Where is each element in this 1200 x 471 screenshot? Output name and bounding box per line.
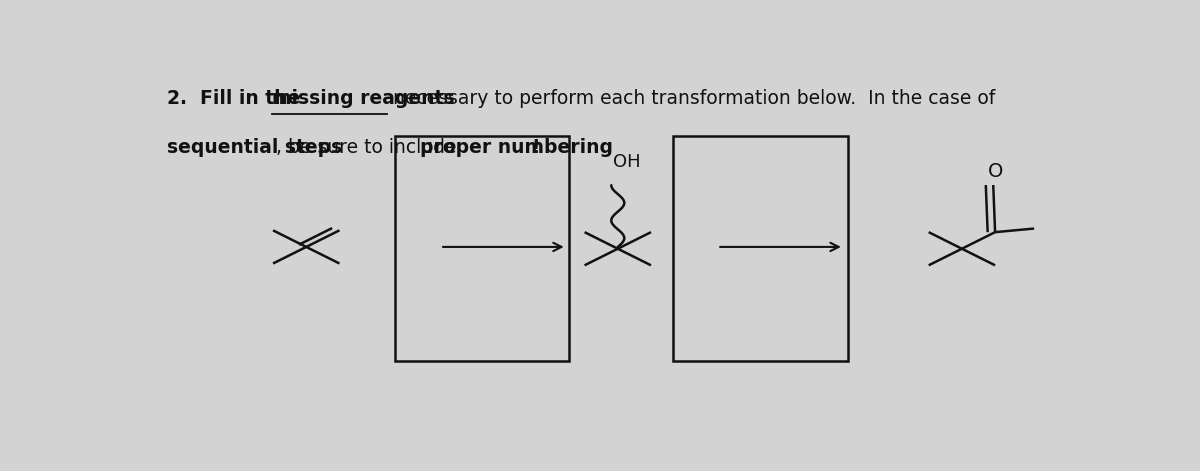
Text: !: ! (532, 138, 540, 157)
Bar (673, 136, 847, 361)
Text: necessary to perform each transformation below.  In the case of: necessary to perform each transformation… (388, 89, 996, 108)
Text: O: O (988, 162, 1003, 181)
Text: proper numbering: proper numbering (420, 138, 613, 157)
Text: OH: OH (613, 153, 641, 171)
Bar (395, 136, 570, 361)
Text: sequential steps: sequential steps (167, 138, 342, 157)
Text: missing reagents: missing reagents (272, 89, 455, 108)
Text: 2.  Fill in the: 2. Fill in the (167, 89, 306, 108)
Text: , be sure to include: , be sure to include (276, 138, 463, 157)
